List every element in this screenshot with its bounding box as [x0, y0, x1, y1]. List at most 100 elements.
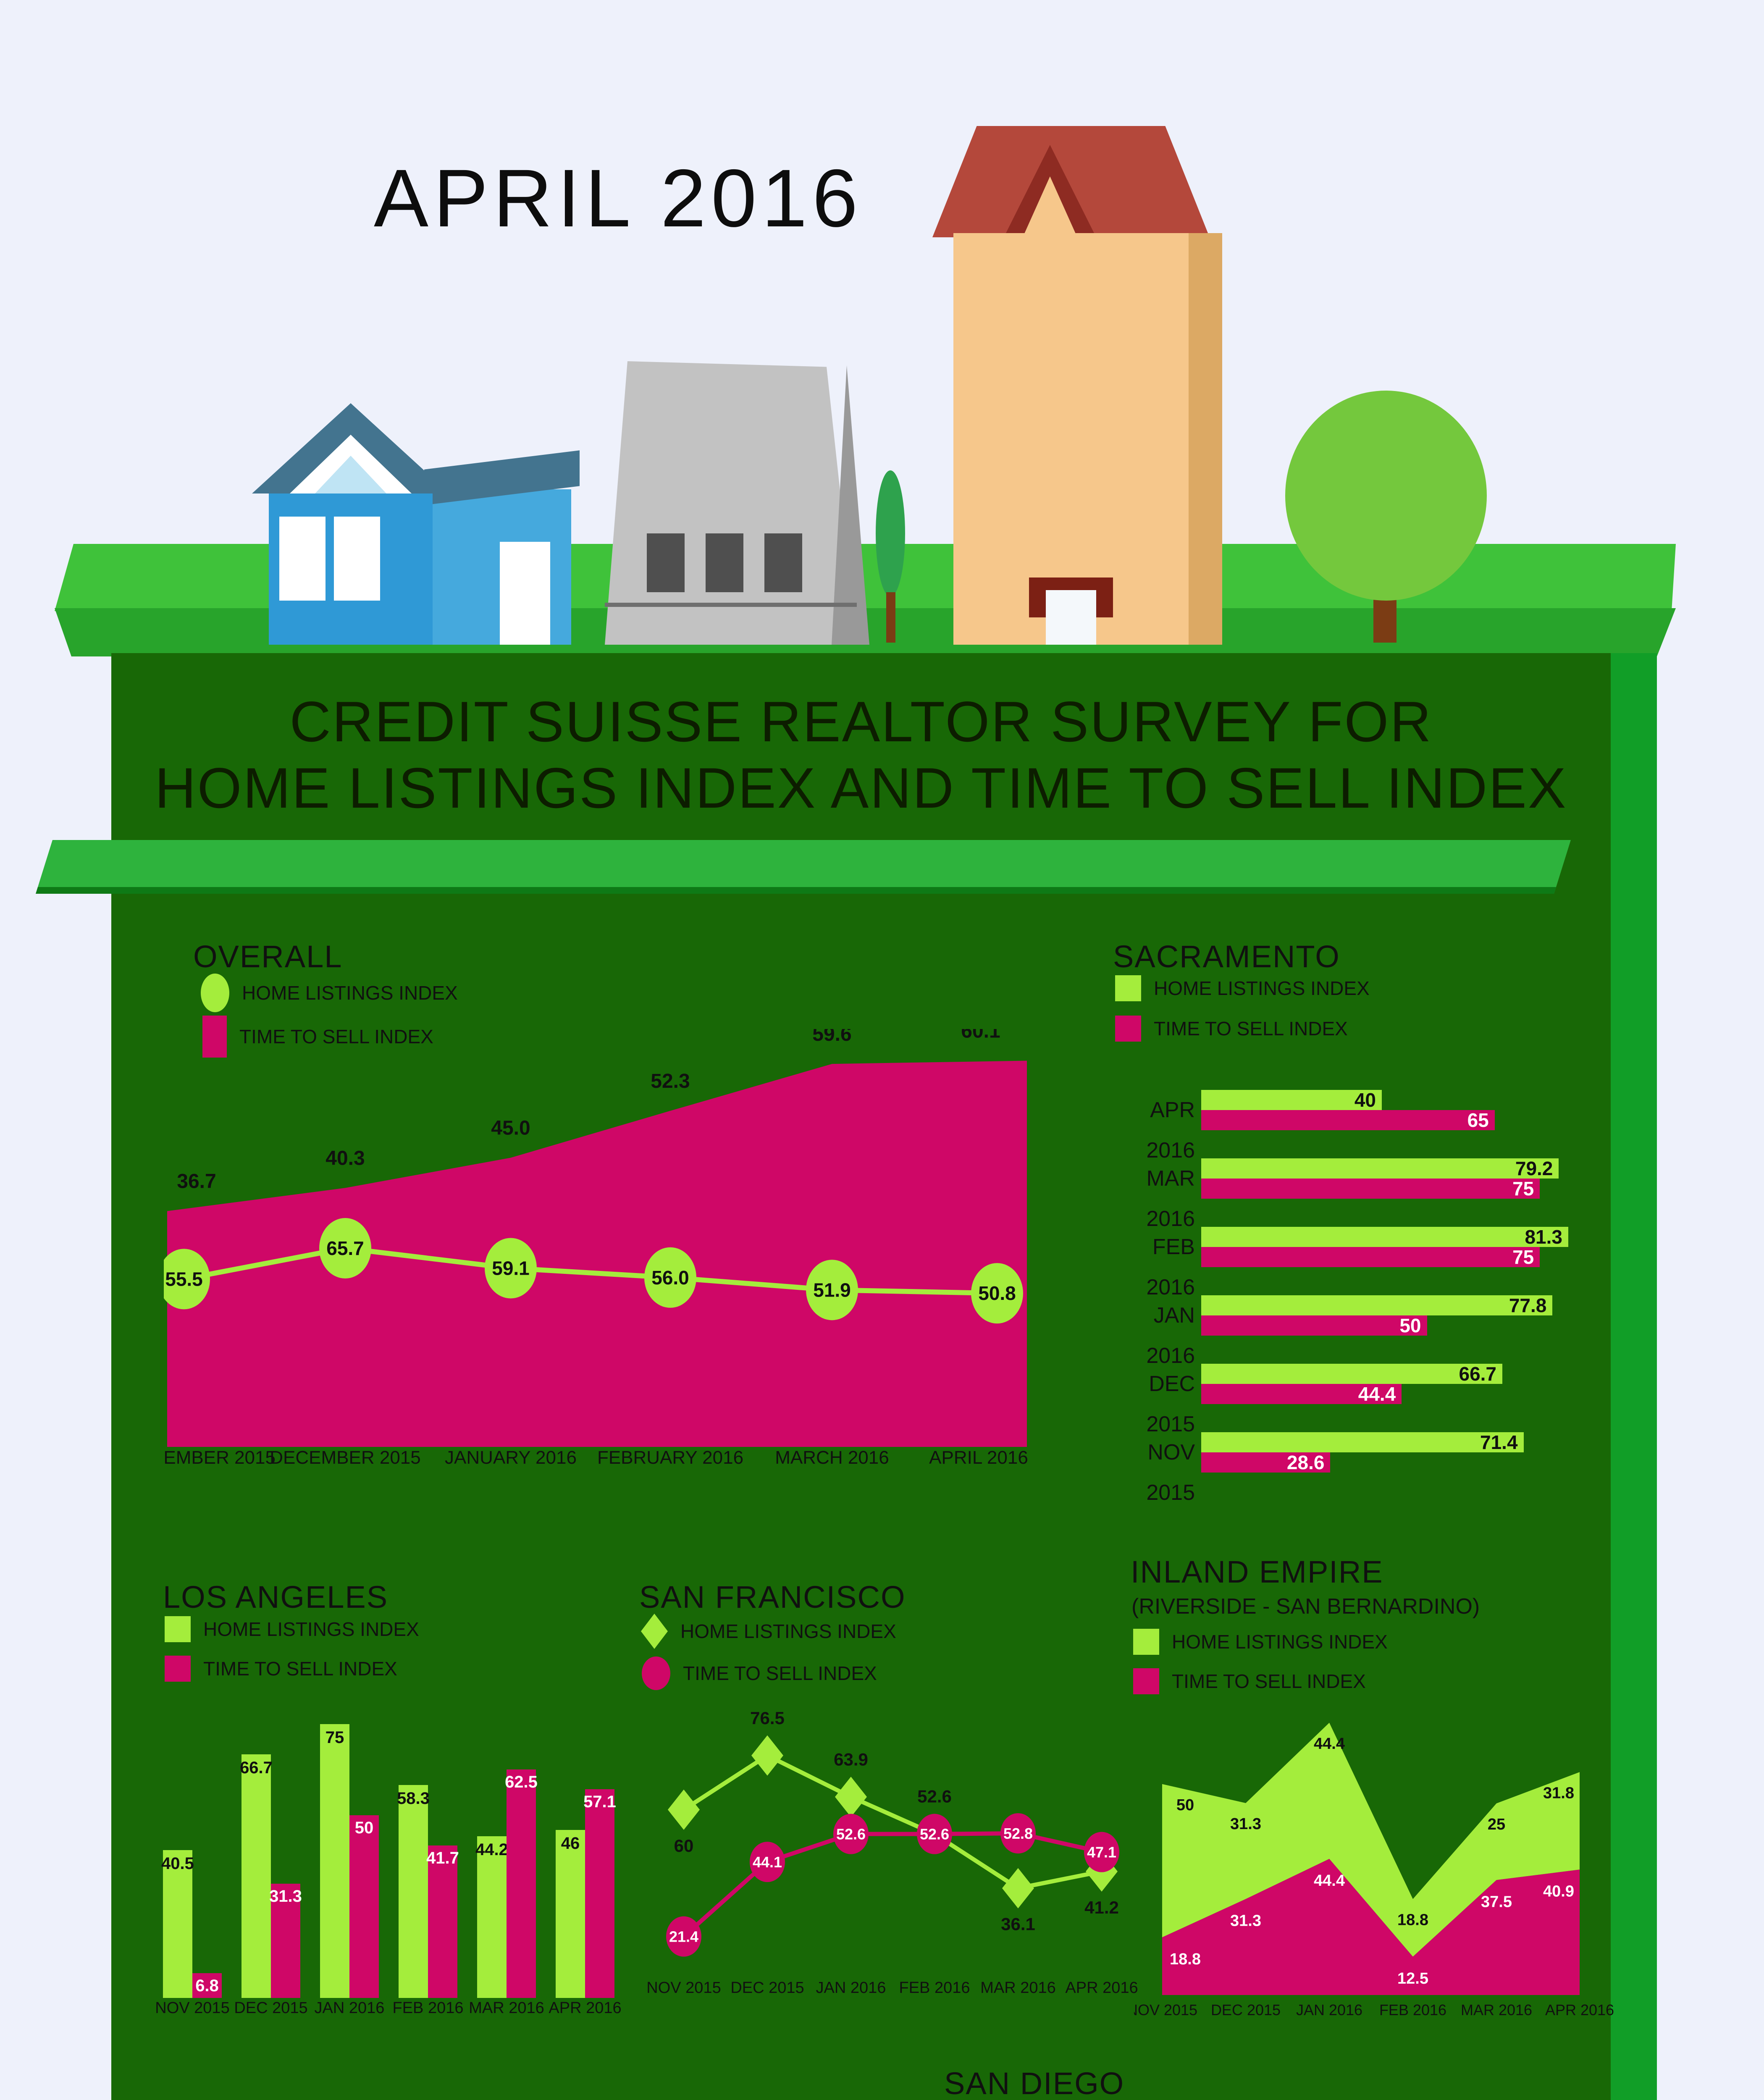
- tts-point: [833, 1814, 869, 1854]
- x-axis-label: DEC 2015: [730, 1979, 804, 1997]
- gray-building-window: [764, 533, 802, 592]
- x-axis-label: MAR 2016: [980, 1979, 1056, 1997]
- x-axis-label: APRIL 2016: [929, 1447, 1028, 1468]
- x-axis-label: DEC 2015: [1211, 2001, 1281, 2019]
- green-shelf: [36, 840, 1571, 894]
- tts-bar: 75: [1201, 1247, 1540, 1267]
- value-label: 50.8: [978, 1282, 1016, 1304]
- home-listings-swatch: [1115, 975, 1141, 1001]
- hli-bar: 79.2: [1201, 1158, 1559, 1179]
- x-axis-label: JANUARY 2016: [445, 1447, 577, 1468]
- row-label: MAR 2016: [1146, 1166, 1195, 1231]
- tts-bar: 44.4: [1201, 1384, 1402, 1404]
- value-label: 31.3: [1230, 1912, 1261, 1930]
- section-title-sacramento: SACRAMENTO: [1113, 939, 1340, 974]
- x-axis-label: FEBRUARY 2016: [597, 1447, 743, 1468]
- value-label: 18.8: [1397, 1911, 1428, 1929]
- value-label: 41.2: [1084, 1898, 1119, 1917]
- gray-building-body: [605, 361, 857, 645]
- value-label: 63.9: [834, 1749, 868, 1769]
- banner-line1: CREDIT SUISSE REALTOR SURVEY FOR: [289, 690, 1433, 753]
- tts-bar: 57.1: [583, 1789, 616, 1998]
- gray-building-window: [647, 533, 685, 592]
- value-label: 28.6: [1286, 1452, 1325, 1473]
- value-label: 76.5: [750, 1708, 785, 1728]
- legend-label: TIME TO SELL INDEX: [683, 1662, 877, 1684]
- chart-overall: 36.7 40.3 45.0 52.3 59.6 60.1 55.5 65.7 59.1 56.0…: [123, 1020, 1046, 1470]
- value-label: 36.1: [1001, 1914, 1035, 1934]
- tts-area: [167, 1060, 1027, 1447]
- tts-bar: 62.5: [505, 1769, 538, 1998]
- tts-bar: 65: [1201, 1110, 1495, 1130]
- legend-label: HOME LISTINGS INDEX: [1154, 977, 1370, 999]
- value-label: 25: [1488, 1816, 1505, 1833]
- hli-bar: 44.2: [475, 1836, 508, 1998]
- legend-ie-home: HOME LISTINGS INDEX: [1133, 1629, 1388, 1655]
- time-to-sell-swatch: [165, 1656, 191, 1682]
- hli-area: [1162, 1722, 1580, 1957]
- value-label: 55.5: [165, 1268, 203, 1290]
- chart-overall-svg: 36.7 40.3 45.0 52.3 59.6 60.1 55.5 65.7 59.1 56.0…: [123, 1020, 1028, 1468]
- chart-sacramento: APR 2016 40 65 MAR 2016 79.2 75 FEB 2016 81.3 75…: [1113, 1075, 1638, 1505]
- section-title-overall: OVERALL: [193, 939, 343, 974]
- value-label: 59.1: [492, 1257, 530, 1279]
- time-to-sell-swatch: [1115, 1016, 1141, 1042]
- time-to-sell-swatch: [1133, 1668, 1159, 1694]
- value-label: 21.4: [669, 1928, 698, 1945]
- value-label: 41.7: [426, 1849, 459, 1868]
- x-axis-label: MARCH 2016: [775, 1447, 889, 1468]
- tts-point: [1084, 1832, 1119, 1872]
- value-label: 52.6: [836, 1826, 866, 1843]
- chart-san-francisco: 60 76.5 63.9 52.6 36.1 41.2 21.4 44.1 52.6 52.6 52…: [630, 1701, 1155, 2020]
- value-label: 18.8: [1170, 1950, 1201, 1968]
- row-label: NOV 2015: [1146, 1440, 1195, 1505]
- row-label: DEC 2015: [1146, 1372, 1195, 1436]
- hli-bar: 58.3: [397, 1785, 430, 1998]
- value-label: 50: [354, 1819, 374, 1837]
- legend-sf-tts: TIME TO SELL INDEX: [642, 1656, 877, 1690]
- value-label: 75: [1512, 1246, 1534, 1268]
- value-label: 47.1: [1087, 1844, 1116, 1861]
- value-label: 46: [561, 1834, 580, 1853]
- hli-bar: 77.8: [1201, 1295, 1553, 1315]
- value-label: 57.1: [583, 1793, 616, 1811]
- hli-point: [319, 1218, 371, 1278]
- value-label: 40.3: [326, 1147, 365, 1169]
- legend-label: TIME TO SELL INDEX: [239, 1026, 433, 1047]
- legend-overall-home: HOME LISTINGS INDEX: [201, 974, 458, 1012]
- value-label: 44.4: [1314, 1872, 1345, 1890]
- value-label: 65.7: [326, 1237, 364, 1259]
- x-axis-label: NOV 2015: [1134, 2001, 1197, 2019]
- tts-point: [917, 1814, 952, 1854]
- hli-bar: 75: [320, 1724, 349, 1998]
- x-axis-label: FEB 2016: [392, 1999, 464, 2017]
- time-to-sell-circle-swatch: [642, 1656, 670, 1690]
- hli-line: [682, 1753, 1102, 1891]
- value-label: 12.5: [1397, 1970, 1428, 1987]
- tts-bar: 28.6: [1201, 1452, 1331, 1473]
- x-axis-label: FEB 2016: [899, 1979, 970, 1997]
- x-axis-label: JAN 2016: [816, 1979, 886, 1997]
- section-title-los-angeles: LOS ANGELES: [163, 1580, 388, 1614]
- hli-point: [485, 1238, 537, 1299]
- x-axis-label: APR 2016: [1545, 2001, 1614, 2019]
- time-to-sell-swatch: [202, 1016, 227, 1058]
- hli-diamond: [1002, 1868, 1034, 1908]
- value-label: 66.7: [1459, 1363, 1497, 1385]
- hli-diamond: [835, 1777, 867, 1817]
- legend-ie-tts: TIME TO SELL INDEX: [1133, 1668, 1366, 1694]
- gray-building-base: [605, 603, 857, 607]
- house-window: [279, 517, 326, 601]
- value-label: 52.3: [651, 1070, 690, 1092]
- hli-point: [971, 1263, 1023, 1324]
- chart-los-angeles: 40.5 6.8 NOV 2015 66.7 31.3 DEC 2015 75 50 JAN 2…: [155, 1714, 643, 2024]
- house-window: [334, 517, 380, 601]
- hli-point: [644, 1247, 696, 1308]
- tower-body: [953, 233, 1189, 645]
- tts-bar: 41.7: [426, 1845, 459, 1998]
- hli-bar: 66.7: [240, 1754, 273, 1998]
- value-label: 75: [325, 1728, 344, 1747]
- tts-bar: 50: [1201, 1315, 1427, 1336]
- tts-bar: 75: [1201, 1179, 1540, 1199]
- value-label: 52.8: [1003, 1825, 1033, 1842]
